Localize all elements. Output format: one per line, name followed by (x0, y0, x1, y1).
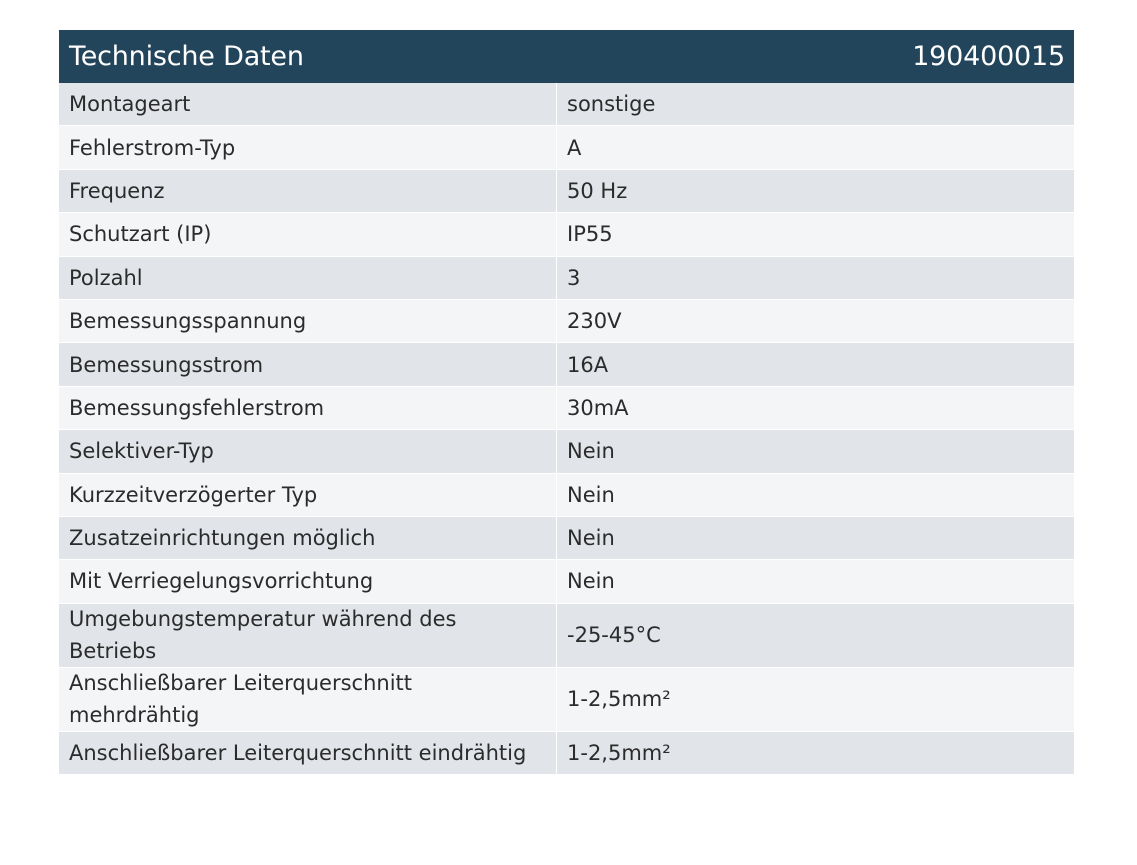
table-row: Selektiver-Typ Nein (59, 430, 1074, 474)
table-row: Anschließbarer Leiterquerschnitt mehrdrä… (59, 667, 1074, 732)
row-value: 16A (567, 352, 609, 377)
row-label: Mit Verriegelungsvorrichtung (59, 560, 557, 603)
row-value: 1-2,5mm² (567, 687, 671, 712)
row-label: Selektiver-Typ (59, 430, 557, 473)
article-number: 190400015 (912, 41, 1065, 72)
technical-data-table: Technische Daten 190400015 Montageart so… (59, 30, 1074, 776)
table-row: Fehlerstrom-Typ A (59, 126, 1074, 170)
row-value: Nein (567, 439, 615, 464)
table-row: Frequenz 50 Hz (59, 169, 1074, 214)
table-row: Zusatzeinrichtungen möglich Nein (59, 516, 1074, 561)
row-label: Anschließbarer Leiterquerschnitt eindräh… (59, 731, 557, 775)
row-label: Anschließbarer Leiterquerschnitt mehrdrä… (59, 667, 557, 731)
row-value: 50 Hz (567, 178, 628, 203)
row-label: Fehlerstrom-Typ (59, 126, 557, 169)
row-label: Frequenz (59, 169, 557, 213)
row-value: 30mA (567, 395, 629, 420)
row-label: Bemessungsstrom (59, 343, 557, 386)
table-row: Montageart sonstige (59, 83, 1074, 127)
row-label: Umgebungstemperatur während des Betriebs (59, 603, 557, 667)
row-label: Bemessungsfehlerstrom (59, 386, 557, 430)
table-title: Technische Daten (69, 41, 304, 72)
table-row: Umgebungstemperatur während des Betriebs… (59, 603, 1074, 668)
row-label: Bemessungsspannung (59, 299, 557, 343)
table-row: Schutzart (IP) IP55 (59, 213, 1074, 257)
row-value: 230V (567, 309, 622, 334)
table-row: Bemessungsfehlerstrom 30mA (59, 386, 1074, 431)
row-label: Zusatzeinrichtungen möglich (59, 516, 557, 560)
row-label: Montageart (59, 83, 557, 126)
table-row: Anschließbarer Leiterquerschnitt eindräh… (59, 731, 1074, 776)
row-label: Schutzart (IP) (59, 213, 557, 256)
row-value: 3 (567, 265, 581, 290)
row-value: Nein (567, 482, 615, 507)
row-label: Polzahl (59, 256, 557, 299)
row-value: -25-45°C (567, 623, 661, 648)
row-value: IP55 (567, 222, 613, 247)
row-value: Nein (567, 526, 615, 551)
table-row: Bemessungsstrom 16A (59, 343, 1074, 387)
table-row: Bemessungsspannung 230V (59, 299, 1074, 344)
row-label: Kurzzeitverzögerter Typ (59, 473, 557, 516)
row-value: A (567, 135, 582, 160)
table-row: Kurzzeitverzögerter Typ Nein (59, 473, 1074, 517)
table-header: Technische Daten 190400015 (59, 30, 1074, 83)
row-value: Nein (567, 569, 615, 594)
row-value: sonstige (567, 92, 656, 117)
table-row: Mit Verriegelungsvorrichtung Nein (59, 560, 1074, 604)
row-value: 1-2,5mm² (567, 740, 671, 765)
table-row: Polzahl 3 (59, 256, 1074, 300)
